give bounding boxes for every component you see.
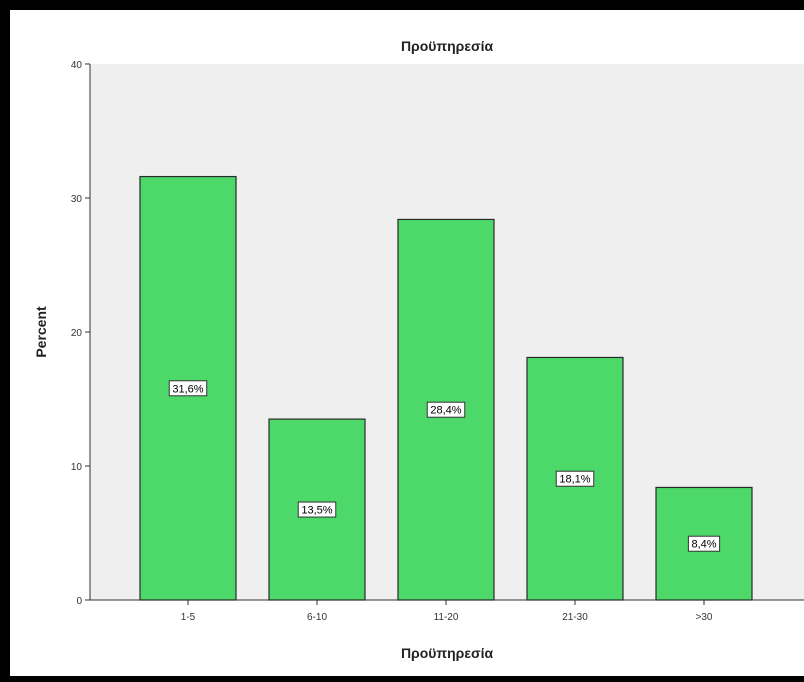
x-tick-label: 1-5	[181, 612, 196, 623]
data-label: 18,1%	[559, 474, 590, 486]
y-axis-title: Percent	[33, 306, 49, 358]
x-tick-label: 21-30	[562, 612, 588, 623]
y-tick-label: 20	[71, 328, 83, 339]
data-label-box	[168, 380, 208, 397]
data-label: 8,4%	[691, 539, 716, 551]
data-label-box	[297, 501, 337, 518]
chart-title: Προϋπηρεσία	[401, 38, 494, 54]
x-axis-title: Προϋπηρεσία	[401, 645, 494, 661]
x-tick-label: 11-20	[434, 612, 459, 623]
y-axis: 0 10 20 30 40	[71, 60, 91, 607]
data-label: 13,5%	[301, 505, 332, 517]
y-tick-label: 40	[71, 60, 83, 71]
y-tick-label: 10	[71, 462, 83, 473]
data-label-box	[555, 470, 595, 487]
bars-group: 31,6% 13,5% 28,4% 18,1% 8,4%	[139, 175, 753, 601]
x-tick-label: >30	[696, 612, 713, 623]
data-label: 28,4%	[430, 405, 461, 417]
x-axis: 1-5 6-10 11-20 21-30 >30	[90, 599, 804, 623]
data-label-box	[687, 535, 721, 552]
y-tick-label: 0	[76, 596, 82, 607]
x-tick-label: 6-10	[307, 612, 327, 623]
data-label: 31,6%	[172, 383, 203, 395]
data-label-box	[426, 401, 466, 418]
y-tick-label: 30	[71, 194, 83, 205]
